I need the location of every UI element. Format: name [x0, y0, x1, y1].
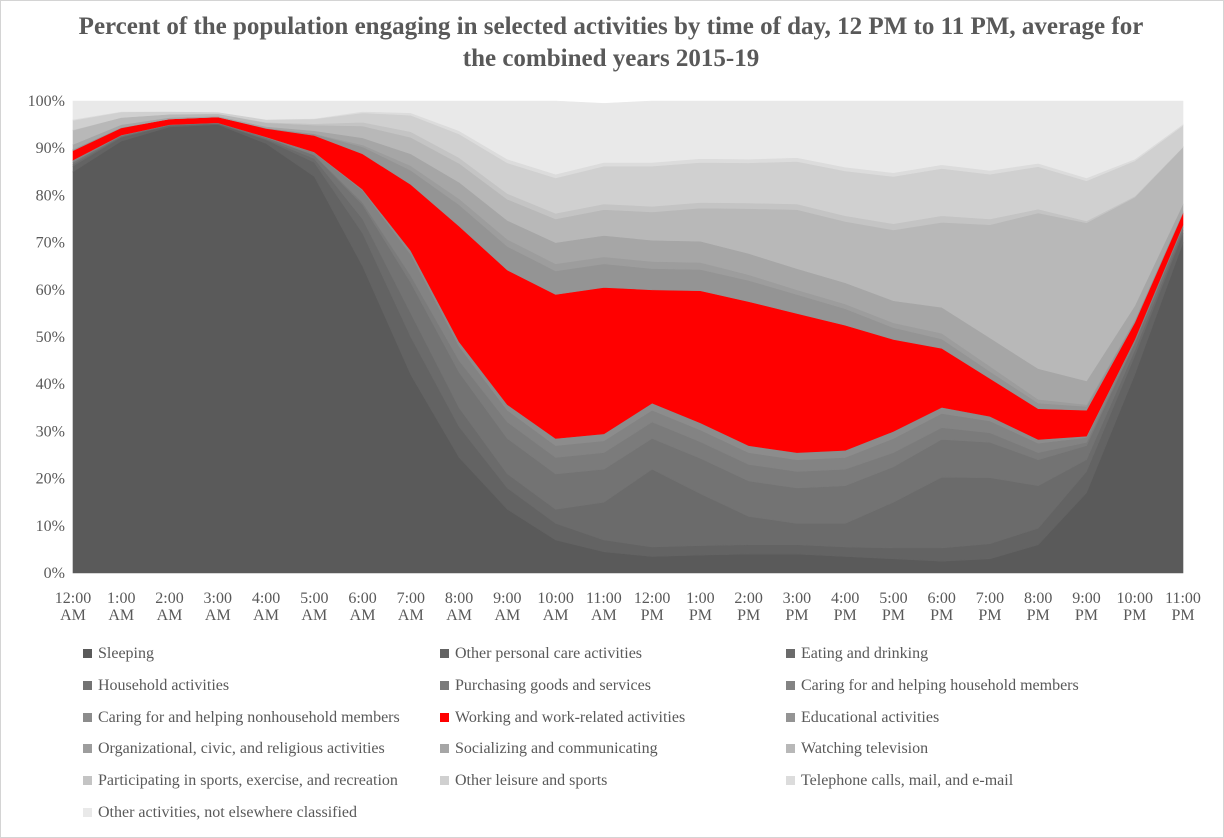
legend-item: Purchasing goods and services	[440, 675, 651, 697]
legend-swatch	[786, 649, 795, 658]
legend-label: Household activities	[98, 676, 230, 694]
y-tick-label: 50%	[36, 329, 65, 346]
legend-label: Caring for and helping household members	[801, 676, 1079, 694]
legend-item: Caring for and helping nonhousehold memb…	[83, 707, 400, 729]
y-tick-label: 10%	[36, 518, 65, 535]
x-tick-label: 9:00 PM	[1072, 590, 1100, 624]
legend-label: Other personal care activities	[455, 645, 643, 662]
x-tick-label: 5:00 PM	[879, 590, 907, 624]
legend-label: Other leisure and sports	[455, 772, 608, 790]
x-tick-label: 1:00 PM	[686, 590, 714, 624]
legend-item: Participating in sports, exercise, and r…	[83, 770, 398, 792]
x-tick-label: 2:00 AM	[155, 590, 183, 624]
legend-item: Sleeping	[83, 643, 154, 665]
legend-swatch	[786, 712, 795, 722]
legend-swatch	[83, 776, 92, 786]
x-tick-label: 3:00 PM	[783, 590, 811, 624]
legend-label: Other activities, not elsewhere classifi…	[98, 804, 358, 821]
x-tick-label: 10:00 PM	[1117, 590, 1153, 624]
legend-label: Working and work-related activities	[455, 708, 686, 726]
legend-item: Other activities, not elsewhere classifi…	[83, 802, 357, 824]
chart-title: Percent of the population engaging in se…	[78, 13, 1144, 72]
legend-label: Eating and drinking	[801, 645, 929, 662]
legend-swatch	[786, 680, 795, 690]
x-tick-label: 7:00 PM	[976, 590, 1004, 624]
x-axis-ticks: 12:00 AM 1:00 AM 2:00 AM 3:00 AM 4:00 AM 5:00 AM 6:0…	[55, 590, 1201, 624]
x-tick-label: 12:00 AM	[55, 590, 91, 624]
y-tick-label: 70%	[36, 235, 65, 252]
x-tick-label: 10:00 AM	[537, 590, 573, 624]
legend-swatch	[83, 649, 92, 658]
legend-item: Socializing and communicating	[440, 738, 658, 760]
legend-swatch	[786, 744, 795, 754]
y-tick-label: 20%	[36, 471, 65, 488]
chart-svg: 0% 10% 20% 30% 40% 50% 60% 70% 80% 90% 100% 12:00 A…	[28, 93, 1201, 624]
legend-swatch	[440, 649, 449, 658]
x-tick-label: 12:00 PM	[634, 590, 670, 624]
legend-item: Watching television	[786, 738, 928, 760]
y-tick-label: 0%	[44, 565, 65, 582]
legend-swatch	[440, 680, 449, 690]
stacked-areas	[72, 100, 1184, 574]
y-tick-label: 40%	[36, 376, 65, 393]
legend-label: Telephone calls, mail, and e-mail	[801, 772, 1014, 790]
x-tick-label: 11:00 PM	[1165, 590, 1201, 624]
legend-item: Household activities	[83, 675, 229, 697]
x-tick-label: 11:00 AM	[586, 590, 622, 624]
legend-item: Organizational, civic, and religious act…	[83, 738, 385, 760]
legend-swatch	[83, 808, 92, 817]
legend-label: Caring for and helping nonhousehold memb…	[98, 708, 400, 726]
y-tick-label: 60%	[36, 282, 65, 299]
legend-label: Organizational, civic, and religious act…	[98, 740, 385, 758]
x-tick-label: 8:00 PM	[1024, 590, 1052, 624]
legend-swatch	[440, 712, 449, 722]
area-series-15	[72, 100, 1184, 179]
y-tick-label: 30%	[36, 423, 65, 440]
legend-swatch	[83, 744, 92, 754]
x-tick-label: 6:00 AM	[348, 590, 376, 624]
legend-item: Working and work-related activities	[440, 707, 685, 729]
legend-item: Other personal care activities	[440, 643, 642, 665]
legend-label: Socializing and communicating	[455, 740, 658, 758]
x-tick-label: 4:00 AM	[252, 590, 280, 624]
x-tick-label: 7:00 AM	[397, 590, 425, 624]
legend-label: Participating in sports, exercise, and r…	[98, 772, 398, 790]
x-tick-label: 8:00 AM	[445, 590, 473, 624]
legend-label: Watching television	[801, 740, 929, 758]
legend-swatch	[440, 744, 449, 754]
legend-item: Caring for and helping household members	[786, 675, 1079, 697]
x-tick-label: 2:00 PM	[734, 590, 762, 624]
x-tick-label: 6:00 PM	[927, 590, 955, 624]
legend-item: Other leisure and sports	[440, 770, 607, 792]
legend-item: Eating and drinking	[786, 643, 928, 665]
legend-item: Telephone calls, mail, and e-mail	[786, 770, 1013, 792]
legend-label: Educational activities	[801, 708, 940, 726]
x-tick-label: 1:00 AM	[107, 590, 135, 624]
legend-swatch	[83, 712, 92, 722]
y-tick-label: 100%	[28, 93, 65, 110]
legend-swatch	[440, 776, 449, 786]
x-tick-label: 9:00 AM	[493, 590, 521, 624]
x-tick-label: 4:00 PM	[831, 590, 859, 624]
y-axis-ticks: 0% 10% 20% 30% 40% 50% 60% 70% 80% 90% 100%	[28, 93, 65, 582]
x-tick-label: 5:00 AM	[300, 590, 328, 624]
legend-label: Sleeping	[98, 645, 154, 662]
y-tick-label: 80%	[36, 187, 65, 204]
y-tick-label: 90%	[36, 140, 65, 157]
legend-swatch	[83, 680, 92, 690]
x-tick-label: 3:00 AM	[204, 590, 232, 624]
legend-swatch	[786, 776, 795, 786]
legend-item: Educational activities	[786, 707, 939, 729]
legend-label: Purchasing goods and services	[455, 676, 651, 694]
